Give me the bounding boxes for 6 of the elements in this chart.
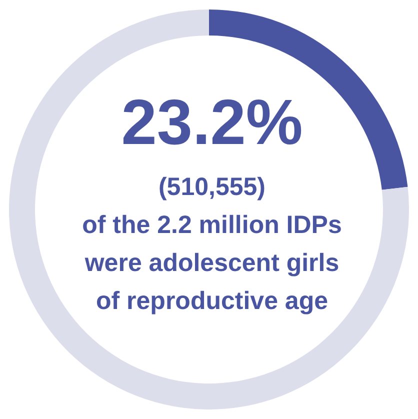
text: 23.2%	[121, 86, 303, 158]
donut-slice	[9, 10, 409, 410]
text: (510,555)	[158, 173, 266, 201]
text: of reproductive age	[96, 287, 328, 315]
text: of the 2.2 million IDPs	[82, 211, 342, 239]
text: were adolescent girls	[84, 249, 340, 277]
